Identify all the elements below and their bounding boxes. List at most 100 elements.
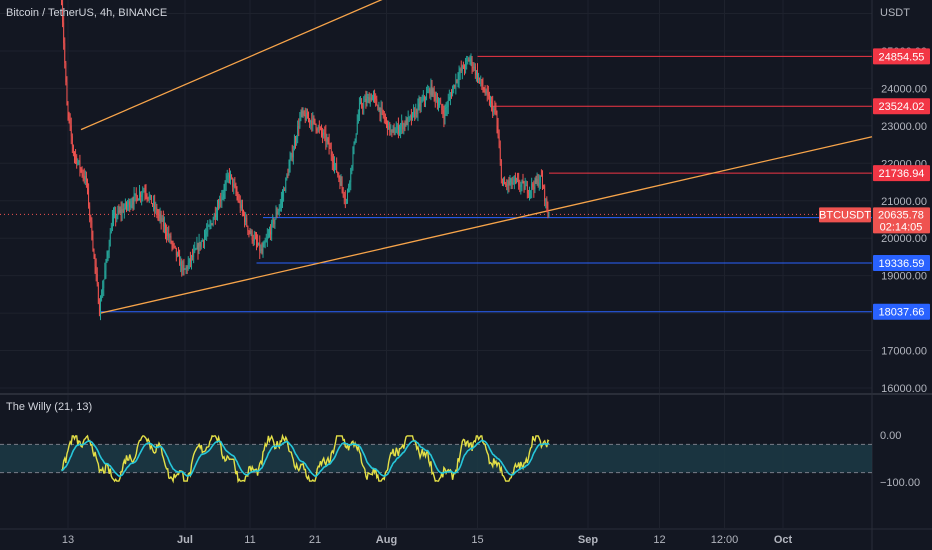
candle-body [211, 223, 213, 225]
candle-body [338, 174, 340, 179]
candle-body [92, 239, 94, 250]
candle-body [452, 89, 453, 97]
indicator-title[interactable]: The Willy (21, 13) [6, 401, 92, 413]
candle-body [186, 267, 188, 269]
candle-body [337, 172, 339, 175]
candle-body [528, 193, 529, 195]
candle-body [511, 178, 513, 185]
candle-body [242, 204, 243, 212]
candle-body [198, 242, 200, 252]
level-tag-text: 18037.66 [879, 307, 925, 319]
candle-body [412, 112, 413, 120]
candle-body [344, 198, 346, 201]
candle-body [463, 65, 464, 69]
candle-body [283, 189, 284, 197]
price-tick-label: 23000.00 [881, 121, 927, 133]
candle-body [61, 0, 62, 3]
candle-body [184, 269, 186, 270]
candle-body [164, 224, 165, 227]
candle-body [115, 212, 117, 219]
candle-body [472, 67, 474, 69]
candle-body [489, 96, 490, 104]
candle-body [505, 184, 507, 186]
candle-body [486, 90, 488, 94]
candle-body [392, 128, 394, 130]
candle-body [513, 178, 515, 183]
candle-body [259, 242, 261, 252]
candle-body [296, 137, 297, 143]
candle-body [274, 218, 276, 225]
candle-body [199, 242, 201, 247]
candle-body [122, 208, 124, 212]
candle-body [294, 141, 295, 151]
candle-body [255, 237, 256, 239]
candle-body [512, 182, 514, 185]
candle-body [102, 288, 104, 297]
candle-body [305, 112, 307, 121]
candle-body [494, 109, 496, 110]
candle-body [348, 187, 349, 191]
candle-body [201, 240, 203, 242]
candle-body [351, 165, 353, 169]
candle-body [492, 103, 494, 113]
candle-body [383, 115, 385, 120]
candle-body [223, 191, 225, 194]
time-axis[interactable]: 13 Jul 11 21 Aug 15 Sep 12 12:00 Oct [62, 534, 793, 546]
candle-body [231, 174, 232, 178]
candle-body [301, 110, 303, 114]
candle-body [542, 176, 543, 186]
current-price-tag-bg [873, 207, 930, 234]
candle-body [183, 264, 185, 270]
candle-body [451, 95, 452, 97]
candle-body [426, 93, 427, 100]
price-axis[interactable]: 16000.0017000.0018000.0019000.0020000.00… [880, 46, 927, 489]
candle-body [272, 219, 274, 223]
candle-body [309, 118, 310, 123]
candle-body [171, 242, 173, 244]
current-price-value: 20635.78 [878, 209, 924, 221]
candle-body [112, 217, 113, 231]
candle-body [106, 256, 108, 261]
candle-body [89, 205, 91, 216]
candle-body [251, 231, 253, 241]
candle-body [265, 239, 267, 243]
candle-body [356, 122, 358, 134]
candle-body [388, 122, 390, 130]
candle-body [316, 129, 318, 131]
candle-body [235, 186, 237, 193]
candle-body [277, 211, 279, 215]
candle-body [379, 107, 381, 116]
level-tag-text: 23524.02 [879, 101, 925, 113]
candle-body [367, 97, 369, 99]
candle-body [276, 212, 278, 215]
candle-body [135, 193, 137, 197]
time-tick-label: 12 [653, 534, 665, 546]
candle-body [181, 261, 183, 271]
candle-body [65, 63, 67, 83]
candle-body [239, 200, 241, 209]
time-tick-label: 11 [244, 534, 255, 546]
symbol-title[interactable]: Bitcoin / TetherUS, 4h, BINANCE [6, 7, 167, 19]
candle-body [398, 125, 399, 133]
candle-body [325, 133, 327, 142]
candle-body [204, 236, 205, 243]
candle-body [145, 192, 147, 195]
candle-body [464, 68, 465, 70]
candle-body [261, 249, 263, 253]
candle-body [257, 242, 258, 245]
candle-body [522, 181, 524, 183]
candle-body [209, 224, 211, 226]
candle-body [311, 120, 313, 126]
candle-body [262, 247, 264, 253]
candle-body [375, 96, 377, 99]
candle-body [491, 101, 492, 104]
candle-body [481, 79, 483, 86]
candle-body [521, 181, 523, 185]
candle-body [70, 125, 72, 137]
candles [61, 0, 550, 321]
candle-body [90, 215, 92, 221]
candle-body [419, 102, 421, 107]
candle-body [317, 126, 319, 131]
